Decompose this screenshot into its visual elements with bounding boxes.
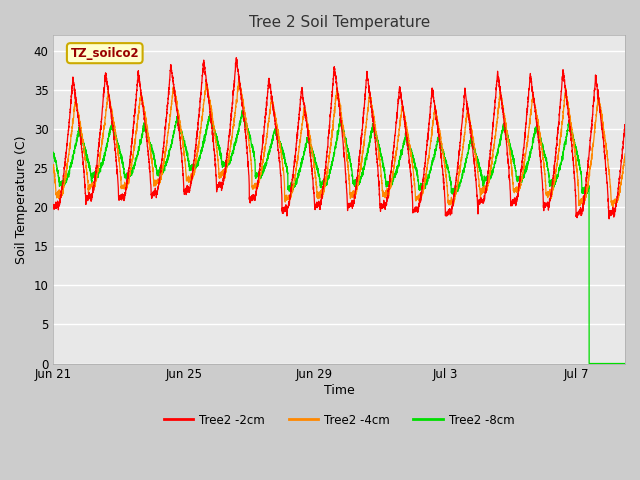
Title: Tree 2 Soil Temperature: Tree 2 Soil Temperature [248, 15, 430, 30]
Legend: Tree2 -2cm, Tree2 -4cm, Tree2 -8cm: Tree2 -2cm, Tree2 -4cm, Tree2 -8cm [159, 409, 519, 431]
X-axis label: Time: Time [324, 384, 355, 397]
Text: TZ_soilco2: TZ_soilco2 [70, 47, 139, 60]
Y-axis label: Soil Temperature (C): Soil Temperature (C) [15, 135, 28, 264]
